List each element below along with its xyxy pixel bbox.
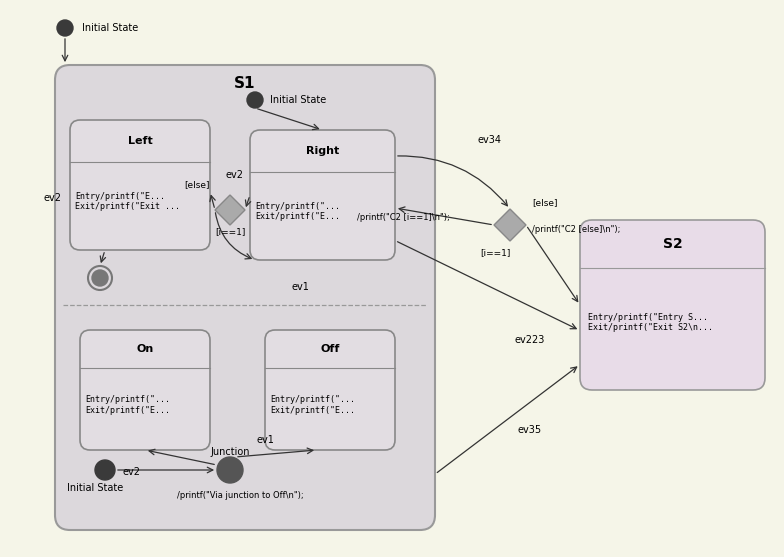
Text: On: On: [136, 344, 154, 354]
Text: [else]: [else]: [532, 198, 557, 208]
Text: [else]: [else]: [184, 180, 210, 189]
Text: Initial State: Initial State: [270, 95, 326, 105]
Text: ev223: ev223: [515, 335, 545, 345]
Text: Off: Off: [321, 344, 339, 354]
Circle shape: [57, 20, 73, 36]
Text: Entry/printf("...
Exit/printf("E...: Entry/printf("... Exit/printf("E...: [85, 395, 170, 415]
FancyBboxPatch shape: [250, 130, 395, 260]
Text: ev2: ev2: [226, 170, 244, 180]
Text: /printf("C2 [else]\n");: /printf("C2 [else]\n");: [532, 226, 620, 234]
Text: Left: Left: [128, 136, 152, 146]
Text: S2: S2: [662, 237, 682, 251]
Text: Initial State: Initial State: [82, 23, 138, 33]
Text: Entry/printf("...
Exit/printf("E...: Entry/printf("... Exit/printf("E...: [255, 202, 340, 221]
Text: ev2: ev2: [44, 193, 62, 203]
Text: [i==1]: [i==1]: [215, 227, 245, 237]
Text: Entry/printf("Entry S...
Exit/printf("Exit S2\n...: Entry/printf("Entry S... Exit/printf("Ex…: [588, 313, 713, 333]
Text: ev1: ev1: [291, 282, 309, 292]
FancyBboxPatch shape: [70, 120, 210, 250]
Text: Entry/printf("E...
Exit/printf("Exit ...: Entry/printf("E... Exit/printf("Exit ...: [75, 192, 180, 211]
FancyBboxPatch shape: [580, 220, 765, 390]
Text: /printf("C2 [i==1]\n");: /printf("C2 [i==1]\n");: [358, 213, 450, 222]
Circle shape: [247, 92, 263, 108]
Text: ev2: ev2: [123, 467, 141, 477]
FancyBboxPatch shape: [55, 65, 435, 530]
Text: S1: S1: [234, 76, 256, 90]
Circle shape: [95, 460, 115, 480]
Polygon shape: [215, 195, 245, 225]
Text: Initial State: Initial State: [67, 483, 123, 493]
Text: Entry/printf("...
Exit/printf("E...: Entry/printf("... Exit/printf("E...: [270, 395, 355, 415]
Text: ev35: ev35: [518, 425, 542, 435]
FancyBboxPatch shape: [80, 330, 210, 450]
Text: [i==1]: [i==1]: [480, 248, 510, 257]
Circle shape: [92, 270, 108, 286]
Text: Junction: Junction: [210, 447, 250, 457]
Text: ev1: ev1: [256, 435, 274, 445]
Text: Right: Right: [306, 146, 339, 156]
FancyBboxPatch shape: [265, 330, 395, 450]
Circle shape: [217, 457, 243, 483]
Text: ev34: ev34: [478, 135, 502, 145]
Polygon shape: [494, 209, 526, 241]
Text: /printf("Via junction to Off\n");: /printf("Via junction to Off\n");: [176, 491, 303, 500]
